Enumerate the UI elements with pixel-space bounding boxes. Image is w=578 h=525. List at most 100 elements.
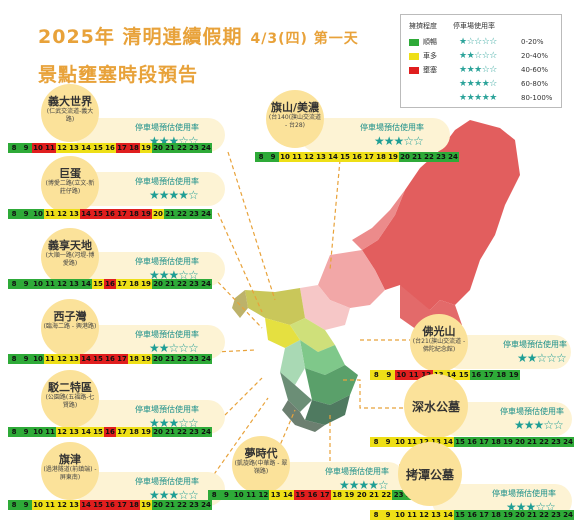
hour-cell: 8 (8, 279, 20, 289)
hour-bar-yida: 8 9 10 11 12 13 14 15 16 17 18 19 20 21 22 23 24 (8, 143, 212, 153)
spot-badge-foguang: 佛光山 (台21(旗山交流道 - 佛陀紀念館) (410, 314, 468, 372)
parking-stars: ★★★★☆ (149, 188, 199, 202)
hour-cell: 23 (188, 354, 200, 364)
hour-cell: 18 (128, 143, 140, 153)
hour-bar-xiziwan: 8 9 10 11 12 13 14 15 16 17 18 19 20 21 22 23 24 (8, 354, 212, 364)
hour-cell: 13 (68, 354, 80, 364)
spot-road: (凱旋路(中華路 - 翠嶺路) (234, 460, 288, 475)
legend-range: 0-20% (521, 38, 544, 46)
parking-stars: ★★★☆☆ (149, 416, 199, 430)
hour-cell: 16 (104, 279, 116, 289)
hour-cell: 17 (116, 500, 128, 510)
hour-cell: 11 (44, 143, 56, 153)
parking-stars: ★★★☆☆ (514, 418, 564, 432)
hour-cell: 12 (418, 510, 430, 520)
hour-cell: 17 (116, 427, 128, 437)
hour-cell: 15 (92, 209, 104, 219)
hour-cell: 15 (339, 152, 351, 162)
hour-cell: 16 (306, 490, 319, 500)
hour-cell: 8 (370, 510, 382, 520)
hour-cell: 20 (152, 354, 164, 364)
hour-cell: 24 (200, 279, 212, 289)
hour-cell: 20 (152, 427, 164, 437)
hour-cell: 16 (104, 500, 116, 510)
hour-cell: 11 (44, 500, 56, 510)
spot-badge-xiziwan: 西子灣 (臨海二路 - 興港路) (41, 299, 99, 357)
hour-cell: 14 (80, 427, 92, 437)
hour-cell: 14 (442, 510, 454, 520)
spot-road: (台140(旗山交流道 - 台28) (268, 114, 322, 129)
parking-stars: ★★☆☆☆ (149, 341, 199, 355)
legend-stars: ★★★★★ (459, 93, 497, 103)
spot-name: 夢時代 (244, 447, 278, 460)
hour-cell: 10 (395, 370, 408, 380)
hour-cell: 9 (20, 209, 32, 219)
legend-level-label: 壅塞 (423, 66, 437, 74)
hour-cell: 9 (382, 370, 395, 380)
hour-cell: 15 (92, 427, 104, 437)
spot-badge-kaotan: 拷潭公墓 (398, 442, 462, 506)
hour-bar-boer: 8 9 10 11 12 13 14 15 16 17 18 19 20 21 22 23 24 (8, 427, 212, 437)
hour-cell: 17 (363, 152, 375, 162)
hour-cell: 11 (44, 209, 56, 219)
hour-cell: 22 (176, 143, 188, 153)
legend-range: 40-60% (521, 66, 548, 74)
hour-cell: 11 (407, 370, 420, 380)
spot-badge-qishan: 旗山/美濃 (台140(旗山交流道 - 台28) (266, 90, 324, 148)
spot-name: 深水公墓 (411, 400, 460, 414)
hour-cell: 11 (244, 490, 258, 500)
hour-cell: 21 (164, 354, 176, 364)
spot-name: 西子灣 (53, 310, 87, 323)
hour-cell: 21 (526, 437, 538, 447)
hour-cell: 17 (478, 437, 490, 447)
spot-name: 巨蛋 (59, 167, 81, 180)
hour-cell: 9 (20, 354, 32, 364)
legend-range: 20-40% (521, 52, 548, 60)
spot-road: (過港隧道(前鎮端) - 屏東南) (43, 466, 97, 481)
hour-cell: 12 (56, 143, 68, 153)
hour-cell: 24 (200, 500, 212, 510)
hour-cell: 14 (80, 500, 92, 510)
parking-label: 停車場預估使用率 (135, 177, 199, 186)
hour-cell: 12 (56, 427, 68, 437)
hour-cell: 14 (442, 437, 454, 447)
legend-range: 60-80% (521, 80, 548, 88)
hour-cell: 10 (32, 354, 44, 364)
hour-cell: 18 (128, 279, 140, 289)
hour-cell: 10 (32, 500, 44, 510)
hour-cell: 18 (375, 152, 387, 162)
hour-cell: 8 (8, 427, 20, 437)
hour-cell: 24 (447, 152, 459, 162)
hour-bar-qijin: 8 9 10 11 12 13 14 15 16 17 18 19 20 21 22 23 24 (8, 500, 212, 510)
hour-cell: 18 (495, 370, 508, 380)
parking-card-xiziwan: 停車場預估使用率 ★★☆☆☆ (75, 325, 225, 359)
spot-name: 義大世界 (48, 95, 92, 108)
hour-cell: 9 (20, 427, 32, 437)
hour-cell: 10 (279, 152, 291, 162)
hour-cell: 19 (387, 152, 399, 162)
hour-cell: 22 (176, 354, 188, 364)
spot-badge-qijin: 旗津 (過港隧道(前鎮端) - 屏東南) (41, 442, 99, 500)
hour-cell: 15 (454, 437, 466, 447)
parking-card-qishan: 停車場預估使用率 ★★★☆☆ (300, 118, 450, 152)
hour-cell: 24 (200, 354, 212, 364)
hour-cell: 24 (200, 427, 212, 437)
spot-road: (臨海二路 - 興港路) (43, 323, 97, 330)
legend-stars: ★★★★☆ (459, 79, 497, 89)
hour-cell: 23 (188, 279, 200, 289)
hour-cell: 14 (281, 490, 295, 500)
hour-cell: 23 (550, 510, 562, 520)
hour-cell: 20 (514, 437, 526, 447)
hour-cell: 14 (80, 279, 92, 289)
title-line-1: 2025年 清明連續假期 (38, 26, 243, 48)
hour-cell: 8 (8, 143, 20, 153)
legend-range: 80-100% (521, 94, 553, 102)
hour-cell: 16 (104, 209, 116, 219)
hour-cell: 23 (392, 490, 405, 500)
hour-cell: 22 (176, 427, 188, 437)
hour-cell: 13 (68, 427, 80, 437)
hour-cell: 16 (470, 370, 483, 380)
hour-cell: 21 (164, 143, 176, 153)
legend-swatch-green (409, 38, 419, 46)
hour-cell: 19 (343, 490, 356, 500)
